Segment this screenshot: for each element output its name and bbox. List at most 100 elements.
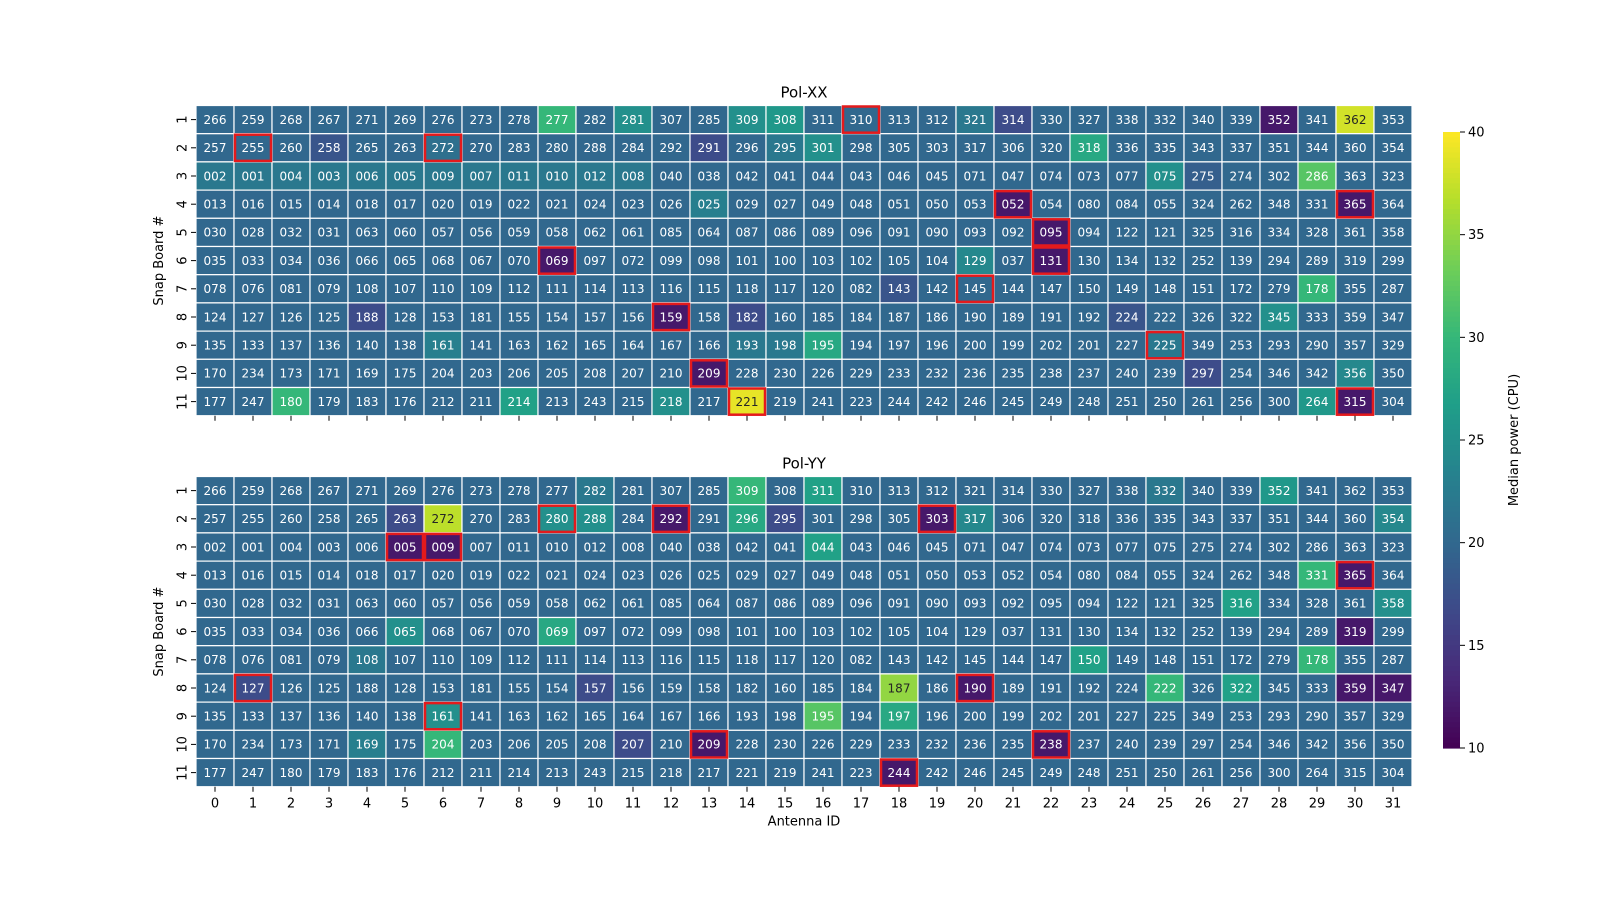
cell-label: 255 <box>242 141 265 155</box>
cell-label: 182 <box>736 310 759 324</box>
cell-label: 064 <box>698 226 721 240</box>
heatmap-cell <box>1031 757 1071 788</box>
heatmap-cell <box>1335 245 1375 276</box>
cell-label: 082 <box>850 282 873 296</box>
cell-label: 198 <box>774 339 797 353</box>
cell-label: 253 <box>1230 339 1253 353</box>
cell-label: 099 <box>660 625 683 639</box>
heatmap-cell <box>1335 189 1375 219</box>
heatmap-cell <box>271 729 311 760</box>
colorbar-segment <box>1443 712 1460 718</box>
cell-label: 034 <box>280 254 303 268</box>
cell-label: 236 <box>964 367 987 381</box>
cell-label: 008 <box>622 169 645 183</box>
colorbar-segment <box>1443 671 1460 677</box>
heatmap-cell <box>727 302 767 332</box>
heatmap-cell <box>1183 358 1223 389</box>
cell-label: 130 <box>1078 625 1101 639</box>
cell-label: 244 <box>888 766 911 780</box>
cell-label: 183 <box>356 395 379 409</box>
heatmap-cell <box>461 757 501 788</box>
heatmap-cell <box>1107 532 1147 562</box>
highlight-box <box>385 532 425 562</box>
cell-label: 078 <box>204 282 227 296</box>
cell-label: 320 <box>1040 512 1063 526</box>
cell-label: 269 <box>394 113 417 127</box>
cell-label: 310 <box>850 113 873 127</box>
cell-label: 274 <box>1230 169 1253 183</box>
heatmap-cell <box>765 504 805 534</box>
heatmap-cell <box>1297 189 1337 219</box>
heatmap-cell <box>917 645 957 675</box>
cell-label: 028 <box>242 597 265 611</box>
cell-label: 027 <box>774 198 797 212</box>
heatmap-cell <box>233 330 273 360</box>
cell-label: 230 <box>774 367 797 381</box>
heatmap-cell <box>955 104 995 135</box>
cell-label: 176 <box>394 395 417 409</box>
heatmap-cell <box>1221 588 1261 619</box>
heatmap-cell <box>1373 386 1413 417</box>
cell-label: 020 <box>432 569 455 583</box>
heatmap-cell <box>879 560 919 590</box>
cell-label: 356 <box>1344 367 1367 381</box>
heatmap-cell <box>917 673 957 703</box>
x-tick-label: 4 <box>363 797 371 812</box>
heatmap-cell <box>1145 673 1185 703</box>
colorbar-segment <box>1443 717 1460 723</box>
cell-label: 189 <box>1002 681 1025 695</box>
heatmap-cell <box>1259 673 1299 703</box>
cell-label: 354 <box>1382 512 1405 526</box>
cell-label: 054 <box>1040 569 1063 583</box>
cell-label: 125 <box>318 310 341 324</box>
cell-label: 343 <box>1192 141 1215 155</box>
cell-label: 259 <box>242 113 265 127</box>
cell-label: 082 <box>850 653 873 667</box>
cell-label: 014 <box>318 198 341 212</box>
cell-label: 051 <box>888 569 911 583</box>
heatmap-cell <box>461 358 501 389</box>
heatmap-cell <box>841 532 881 562</box>
cell-label: 323 <box>1382 540 1405 554</box>
cell-label: 181 <box>470 310 493 324</box>
cell-label: 048 <box>850 569 873 583</box>
cell-label: 302 <box>1268 540 1291 554</box>
y-tick-label: 9 <box>176 712 191 720</box>
colorbar-tick-label: 15 <box>1468 639 1485 654</box>
cell-label: 178 <box>1306 653 1329 667</box>
cell-label: 150 <box>1078 653 1101 667</box>
cell-label: 321 <box>964 113 987 127</box>
colorbar-segment <box>1443 475 1460 482</box>
cell-label: 257 <box>204 141 227 155</box>
colorbar-segment <box>1443 275 1460 282</box>
cell-label: 219 <box>774 395 797 409</box>
colorbar-tick-label: 10 <box>1468 742 1485 757</box>
heatmap-cell <box>917 274 957 304</box>
heatmap-cell <box>1373 532 1413 562</box>
cell-label: 281 <box>622 484 645 498</box>
heatmap-cell <box>309 217 349 248</box>
cell-label: 251 <box>1116 395 1139 409</box>
heatmap-cell <box>841 274 881 304</box>
colorbar-segment <box>1443 398 1460 405</box>
cell-label: 327 <box>1078 484 1101 498</box>
heatmap-cell <box>233 302 273 332</box>
heatmap-cell <box>993 729 1033 760</box>
highlight-box <box>841 105 881 134</box>
x-tick-label: 8 <box>515 797 523 812</box>
colorbar-tick-label: 40 <box>1468 126 1485 141</box>
x-tick-label: 10 <box>587 797 604 812</box>
cell-label: 211 <box>470 395 493 409</box>
heatmap-cell <box>689 217 729 248</box>
heatmap-cell <box>461 245 501 276</box>
heatmap-cell <box>537 358 577 389</box>
heatmap-cell <box>233 757 273 788</box>
heatmap-cell <box>803 645 843 675</box>
heatmap-cell <box>1221 475 1261 506</box>
heatmap-cell <box>803 104 843 135</box>
x-tick-label: 28 <box>1271 797 1288 812</box>
heatmap-cell <box>1373 330 1413 360</box>
cell-label: 109 <box>470 282 493 296</box>
cell-label: 022 <box>508 198 531 212</box>
cell-label: 193 <box>736 339 759 353</box>
